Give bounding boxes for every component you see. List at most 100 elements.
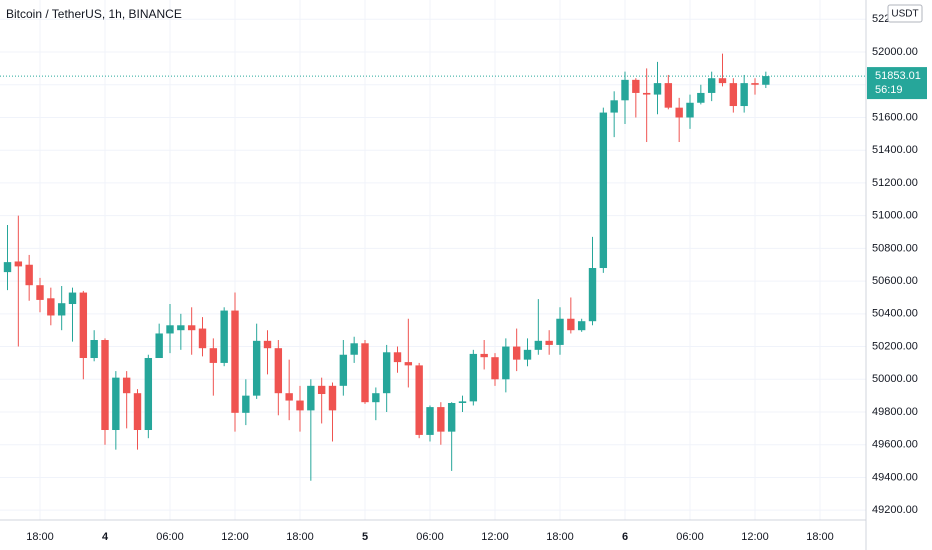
candle-body: [144, 358, 153, 431]
candle-body: [653, 83, 662, 95]
candle-body: [47, 298, 55, 316]
candle-body: [372, 393, 380, 403]
y-tick-label: 49200.00: [872, 504, 918, 516]
x-tick-label: 06:00: [676, 531, 704, 543]
x-tick-label: 06:00: [156, 531, 184, 543]
candle-body: [231, 310, 239, 413]
candle-body: [512, 346, 521, 360]
y-tick-label: 52000.00: [872, 46, 918, 58]
candle-body: [502, 346, 510, 380]
candle-body: [307, 385, 315, 411]
candle-body: [198, 328, 207, 349]
candle-body: [101, 340, 109, 431]
candle-body: [209, 348, 218, 363]
x-tick-label: 18:00: [286, 531, 314, 543]
candle-body: [534, 340, 543, 350]
candle-body: [415, 365, 423, 435]
y-tick-label: 50600.00: [872, 275, 918, 287]
y-tick-label: 51400.00: [872, 144, 918, 156]
candle-body: [751, 83, 759, 85]
candle-body: [491, 357, 499, 380]
candle-body: [296, 400, 304, 411]
x-tick-label: 06:00: [416, 531, 444, 543]
candle-body: [697, 92, 705, 103]
candle-body: [729, 83, 738, 107]
candle-body: [588, 268, 597, 322]
candle-body: [166, 325, 174, 334]
candle-body: [274, 348, 283, 394]
candle-body: [762, 76, 770, 85]
y-tick-label: 51600.00: [872, 111, 918, 123]
candle-body: [350, 343, 358, 355]
last-price-label: 51853.01: [875, 70, 921, 82]
candle-body: [523, 349, 532, 360]
candle-body: [177, 325, 185, 331]
x-tick-label: 12:00: [741, 531, 769, 543]
candle-body: [90, 340, 98, 359]
candle-body: [664, 83, 673, 108]
y-tick-label: 50200.00: [872, 340, 918, 352]
candle-body: [458, 401, 467, 404]
y-tick-label: 51000.00: [872, 210, 918, 222]
candle-body: [426, 407, 434, 435]
currency-box[interactable]: [887, 4, 923, 23]
candle-body: [577, 321, 586, 331]
candle-body: [57, 303, 66, 316]
candle-body: [545, 340, 553, 345]
candle-body: [610, 100, 618, 113]
x-tick-label: 18:00: [546, 531, 574, 543]
x-tick-label: 12:00: [481, 531, 509, 543]
x-tick-label: 18:00: [26, 531, 54, 543]
candles: [0, 53, 866, 481]
x-tick-label: 18:00: [806, 531, 834, 543]
candle-body: [599, 112, 608, 269]
y-tick-label: 49600.00: [872, 439, 918, 451]
y-tick-label: 51200.00: [872, 177, 918, 189]
x-tick-label: 12:00: [221, 531, 249, 543]
candle-body: [404, 362, 413, 366]
y-tick-label: 49400.00: [872, 471, 918, 483]
candle-body: [707, 78, 716, 93]
candle-body: [3, 262, 12, 273]
candle-body: [556, 318, 564, 345]
y-tick-label: 50400.00: [872, 308, 918, 320]
countdown-label: 56:19: [875, 84, 903, 96]
candle-body: [14, 261, 23, 267]
y-tick-label: 50000.00: [872, 373, 918, 385]
candle-body: [25, 264, 33, 286]
candle-body: [252, 340, 261, 396]
candle-body: [36, 285, 44, 300]
candle-body: [122, 377, 131, 394]
candle-body: [437, 407, 445, 432]
last-price-box: [867, 67, 927, 100]
candle-body: [567, 318, 575, 331]
candle-body: [187, 325, 196, 331]
candle-body: [361, 343, 369, 403]
candle-body: [675, 107, 683, 118]
candle-body: [285, 393, 293, 401]
chart-title: Bitcoin / TetherUS, 1h, BINANCE: [6, 7, 182, 21]
x-tick-label: 6: [622, 531, 628, 543]
candle-body: [133, 393, 142, 431]
x-tick-label: 5: [362, 531, 368, 543]
candle-body: [469, 353, 478, 402]
y-tick-label: 49800.00: [872, 406, 918, 418]
candle-body: [447, 403, 456, 432]
candle-body: [220, 310, 228, 363]
currency: USDT: [891, 9, 918, 20]
candle-body: [642, 92, 651, 95]
candle-body: [686, 102, 694, 118]
candle-body: [621, 79, 629, 101]
candle-body: [718, 78, 727, 84]
y-tick-label: 50800.00: [872, 242, 918, 254]
candle-body: [328, 385, 337, 411]
candle-body: [740, 83, 748, 107]
candle-body: [263, 340, 272, 349]
candle-body: [382, 352, 391, 394]
candle-body: [632, 79, 640, 93]
axes: 49200.00 49400.00 49600.00 49800.00 50000.00…: [26, 13, 927, 543]
candle-body: [112, 377, 120, 431]
x-tick-label: 4: [102, 531, 109, 543]
